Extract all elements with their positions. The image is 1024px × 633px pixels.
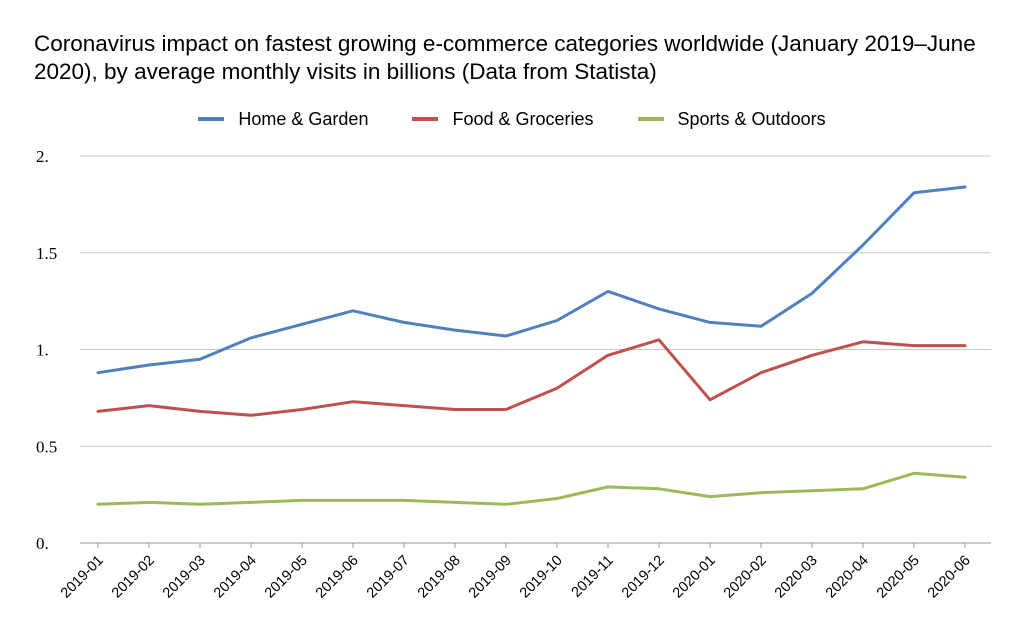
series-line-sports-outdoors [96, 471, 967, 506]
x-tick-label: 2019-07 [364, 553, 413, 602]
y-tick-label: 1.5 [36, 244, 57, 263]
y-tick-label: 0.5 [36, 437, 57, 456]
legend-item-sports-outdoors: Sports & Outdoors [637, 108, 826, 130]
y-tick-label: 2. [36, 147, 49, 166]
x-tick-label: 2019-11 [569, 553, 617, 601]
x-tick-label: 2019-09 [466, 553, 515, 602]
x-tick-label: 2019-12 [619, 553, 668, 602]
y-tick-label: 1. [36, 341, 49, 360]
x-tick-label: 2019-06 [313, 553, 362, 602]
legend-swatch-food-groceries [412, 117, 439, 121]
chart-title: Coronavirus impact on fastest growing e-… [34, 31, 976, 84]
x-tick-label: 2020-04 [823, 553, 872, 602]
legend-label-sports-outdoors: Sports & Outdoors [677, 108, 826, 129]
x-tick-label: 2020-05 [874, 553, 923, 602]
legend-item-food-groceries: Food & Groceries [412, 108, 594, 130]
x-tick-label: 2019-03 [160, 553, 209, 602]
legend-swatch-home-garden [198, 117, 225, 121]
series-line-food-groceries [96, 338, 967, 417]
x-tick-label: 2019-08 [415, 553, 464, 602]
legend-label-food-groceries: Food & Groceries [452, 108, 594, 129]
x-tick-label: 2020-06 [925, 553, 974, 602]
y-tick-label: 0. [36, 534, 49, 553]
x-tick-label: 2020-02 [721, 553, 770, 602]
legend: Home & Garden Food & Groceries Sports & … [0, 106, 1024, 132]
x-tick-label: 2019-02 [109, 553, 158, 602]
legend-item-home-garden: Home & Garden [198, 109, 368, 130]
series-line-home-garden [96, 185, 967, 375]
x-tick-label: 2020-01 [670, 553, 719, 602]
legend-label-home-garden: Home & Garden [238, 108, 369, 129]
x-tick-label: 2019-10 [517, 553, 566, 602]
x-tick-label: 2019-04 [211, 553, 260, 602]
x-tick-label: 2019-01 [58, 553, 107, 602]
x-tick-label: 2020-03 [772, 553, 821, 602]
x-tick-label: 2019-05 [262, 553, 311, 602]
legend-swatch-sports-outdoors [637, 117, 664, 121]
